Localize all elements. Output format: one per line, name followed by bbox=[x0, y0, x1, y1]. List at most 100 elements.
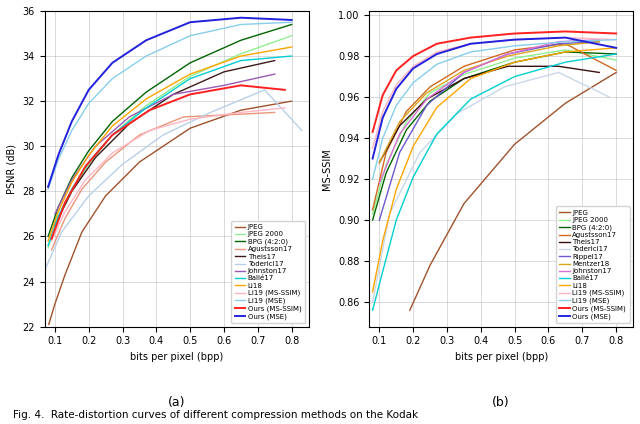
Line: BPG (4:2:0): BPG (4:2:0) bbox=[372, 52, 616, 220]
Li19 (MS-SSIM) bbox=[561, 35, 569, 40]
Ours (MS-SSIM) bbox=[410, 53, 417, 59]
Toderici17 bbox=[298, 128, 306, 133]
JPEG 2000 bbox=[511, 56, 518, 61]
Li19 (MS-SSIM) bbox=[467, 41, 474, 46]
Theis17 bbox=[271, 58, 278, 63]
Johnston17 bbox=[504, 51, 512, 56]
Theis17 bbox=[555, 64, 563, 69]
Line: Ballé17: Ballé17 bbox=[48, 56, 292, 245]
Li19 (MS-SSIM) bbox=[281, 106, 289, 111]
JPEG 2000 bbox=[109, 132, 116, 137]
Li18 bbox=[369, 289, 376, 294]
Ours (MSE) bbox=[433, 51, 441, 56]
X-axis label: bits per pixel (bpp): bits per pixel (bpp) bbox=[454, 352, 548, 362]
Li18 bbox=[433, 105, 441, 110]
JPEG bbox=[51, 301, 59, 307]
Ballé17 bbox=[392, 218, 400, 223]
Ours (MS-SSIM) bbox=[612, 31, 620, 36]
Li19 (MSE) bbox=[85, 101, 93, 106]
BPG (4:2:0) bbox=[382, 170, 390, 176]
Ballé17 bbox=[85, 159, 93, 165]
Ours (MSE) bbox=[612, 45, 620, 50]
Agustsson17 bbox=[271, 110, 278, 115]
Li18 bbox=[379, 238, 387, 243]
JPEG 2000 bbox=[382, 162, 390, 167]
Li18 bbox=[467, 76, 474, 81]
Toderici17 bbox=[386, 211, 394, 216]
Theis17 bbox=[220, 69, 228, 74]
BPG (4:2:0) bbox=[403, 127, 410, 132]
Ballé17 bbox=[379, 269, 387, 274]
Johnston17 bbox=[396, 131, 403, 137]
Theis17 bbox=[423, 97, 431, 102]
Agustsson17 bbox=[612, 68, 620, 73]
Johnston17 bbox=[170, 92, 177, 97]
JPEG 2000 bbox=[68, 189, 76, 194]
BPG (4:2:0) bbox=[612, 51, 620, 56]
Agustsson17 bbox=[47, 248, 55, 253]
Theis17 bbox=[51, 223, 59, 228]
Li19 (MSE) bbox=[186, 33, 194, 38]
Rippel17 bbox=[376, 218, 383, 223]
JPEG 2000 bbox=[288, 33, 296, 38]
Theis17 bbox=[125, 121, 133, 126]
BPG (4:2:0) bbox=[237, 38, 244, 43]
Theis17 bbox=[396, 123, 403, 128]
Y-axis label: MS-SSIM: MS-SSIM bbox=[323, 148, 332, 190]
Ours (MSE) bbox=[561, 35, 569, 40]
Line: Agustsson17: Agustsson17 bbox=[372, 44, 616, 210]
JPEG 2000 bbox=[561, 47, 569, 53]
Rippel17 bbox=[423, 103, 431, 108]
Line: Li19 (MSE): Li19 (MSE) bbox=[48, 22, 292, 189]
BPG (4:2:0) bbox=[561, 50, 569, 55]
Agustsson17 bbox=[102, 159, 109, 165]
Theis17 bbox=[92, 155, 99, 160]
BPG (4:2:0) bbox=[44, 234, 52, 239]
Li18 bbox=[561, 50, 569, 55]
JPEG bbox=[78, 229, 86, 234]
Li18 bbox=[392, 187, 400, 192]
Li19 (MSE) bbox=[511, 43, 518, 48]
Line: Theis17: Theis17 bbox=[55, 61, 275, 225]
Li18 bbox=[68, 180, 76, 185]
JPEG bbox=[511, 142, 518, 147]
Li19 (MS-SSIM) bbox=[410, 64, 417, 69]
JPEG bbox=[102, 193, 109, 198]
Ballé17 bbox=[561, 60, 569, 65]
Ballé17 bbox=[109, 132, 116, 137]
JPEG 2000 bbox=[186, 74, 194, 79]
Li19 (MS-SSIM) bbox=[237, 110, 244, 115]
Ours (MS-SSIM) bbox=[379, 92, 387, 98]
Ours (MSE) bbox=[109, 60, 116, 65]
BPG (4:2:0) bbox=[288, 22, 296, 27]
Li18 bbox=[142, 96, 150, 101]
Line: Li18: Li18 bbox=[48, 47, 292, 241]
Ballé17 bbox=[288, 53, 296, 59]
Johnston17 bbox=[423, 97, 431, 102]
Li19 (MS-SSIM) bbox=[433, 50, 441, 55]
Li19 (MS-SSIM) bbox=[47, 238, 55, 243]
Mentzer18 bbox=[376, 160, 383, 165]
Theis17 bbox=[595, 70, 603, 75]
Toderici17 bbox=[118, 162, 126, 167]
JPEG 2000 bbox=[460, 72, 468, 77]
Mentzer18 bbox=[504, 53, 512, 59]
Ballé17 bbox=[511, 74, 518, 79]
BPG (4:2:0) bbox=[109, 119, 116, 124]
Li18 bbox=[410, 144, 417, 149]
Toderici17 bbox=[416, 150, 424, 155]
Ours (MS-SSIM) bbox=[237, 83, 244, 88]
Line: Johnston17: Johnston17 bbox=[55, 74, 275, 214]
Li19 (MS-SSIM) bbox=[612, 37, 620, 42]
JPEG bbox=[237, 108, 244, 113]
Ours (MSE) bbox=[511, 37, 518, 42]
Li19 (MSE) bbox=[561, 39, 569, 44]
BPG (4:2:0) bbox=[186, 60, 194, 65]
Ours (MS-SSIM) bbox=[511, 31, 518, 36]
Li19 (MS-SSIM) bbox=[369, 146, 376, 151]
Text: Fig. 4.  Rate-distortion curves of different compression methods on the Kodak: Fig. 4. Rate-distortion curves of differ… bbox=[13, 410, 418, 420]
Agustsson17 bbox=[61, 216, 69, 221]
BPG (4:2:0) bbox=[426, 99, 434, 104]
Li19 (MSE) bbox=[142, 53, 150, 59]
Ours (MS-SSIM) bbox=[81, 164, 89, 169]
